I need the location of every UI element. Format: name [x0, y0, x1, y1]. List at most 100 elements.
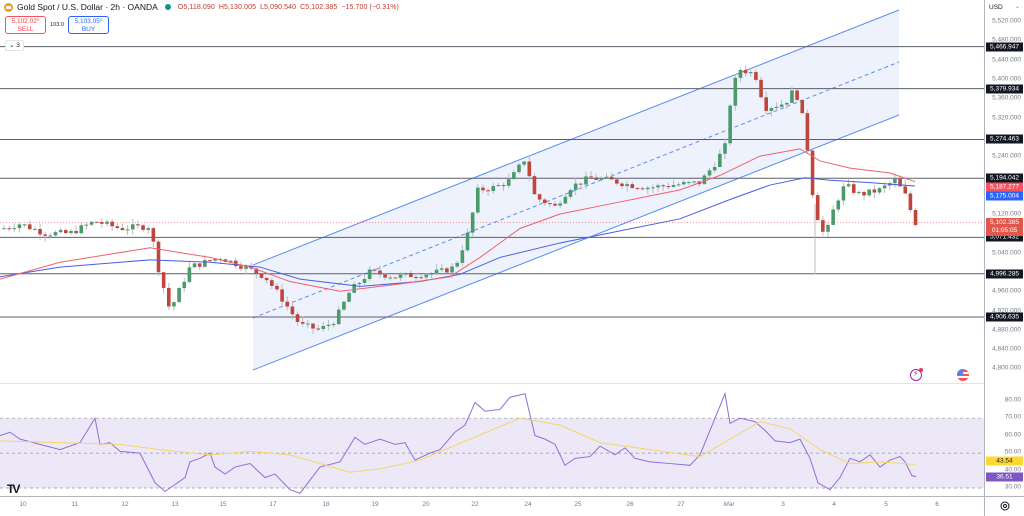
time-tick-label: 22 [471, 501, 479, 508]
bearish-candle [548, 203, 552, 205]
time-tick-label: 19 [371, 501, 379, 508]
bullish-candle [604, 176, 609, 179]
bearish-candle [373, 269, 377, 271]
bullish-candle [882, 185, 887, 189]
horizontal-level-tag: 4,906.635 [986, 312, 1023, 322]
bearish-candle [264, 277, 269, 281]
time-tick-label: 3 [781, 501, 785, 508]
rsi-tick-label: 30.00 [1004, 483, 1021, 491]
ma-slow-price-tag: 5,175.004 [986, 191, 1023, 201]
bar-countdown: 01:05:05 [991, 227, 1018, 235]
horizontal-level-tag: 5,466.947 [986, 42, 1023, 52]
bearish-candle [285, 301, 290, 307]
bullish-candle [718, 153, 722, 167]
sell-label: SELL [17, 26, 34, 33]
bullish-candle [398, 274, 403, 278]
ohlc-open: O5,118.090 [177, 3, 215, 11]
price-tick-label: 5,240.000 [992, 152, 1021, 160]
price-tick-label: 4,960.000 [992, 287, 1021, 295]
symbol-title[interactable]: Gold Spot / U.S. Dollar · 2h · OANDA [17, 2, 158, 12]
bullish-candle [599, 178, 604, 180]
rsi-tick-label: 80.00 [1004, 396, 1021, 404]
bearish-candle [553, 203, 557, 206]
bearish-candle [38, 228, 42, 235]
sell-button[interactable]: 5,102.02⁰ SELL [5, 16, 46, 34]
bearish-candle [913, 210, 918, 226]
rsi-chart-canvas[interactable] [0, 384, 984, 497]
bearish-candle [280, 289, 284, 302]
time-axis[interactable]: 10 11 12 13 15 17 18 19 20 22 24 25 26 27 Mar 3 4 5 6 [0, 496, 984, 516]
bullish-candle [563, 196, 568, 204]
bearish-candle [666, 186, 671, 188]
bearish-candle [208, 260, 212, 262]
rsi-tick-label: 60.00 [1004, 431, 1021, 439]
bearish-candle [481, 187, 485, 191]
bullish-candle [723, 143, 727, 154]
bearish-candle [27, 224, 32, 230]
bullish-candle [79, 225, 84, 234]
bearish-candle [615, 179, 619, 184]
bullish-candle [146, 228, 150, 230]
indicators-toggle-button[interactable]: ⌄ 3 [5, 40, 24, 51]
bearish-candle [764, 97, 768, 111]
ma-fast-line [0, 148, 916, 292]
bearish-candle [821, 220, 825, 232]
spread-value: 103.0 [50, 22, 64, 28]
bearish-candle [197, 263, 202, 267]
rsi-line [0, 391, 917, 494]
currency-selector[interactable]: USD [989, 4, 1003, 11]
bullish-candle [645, 187, 650, 190]
tradingview-logo-icon[interactable]: TV [7, 482, 20, 496]
price-axis[interactable]: USD ⌄ 5,520.000 5,480.000 5,440.000 5,400.0… [984, 0, 1024, 496]
lightning-alert-icon[interactable]: ⚡ [910, 368, 923, 381]
rsi-pane[interactable] [0, 383, 984, 497]
bearish-candle [594, 177, 599, 180]
us-flag-economic-events-icon[interactable] [957, 369, 969, 381]
bullish-candle [769, 108, 774, 111]
bullish-candle [228, 260, 233, 262]
bullish-candle [455, 262, 459, 267]
bearish-candle [620, 183, 624, 187]
ohlc-high: H5,130.005 [218, 3, 257, 11]
bullish-candle [84, 224, 89, 226]
symbol-legend: Gold Spot / U.S. Dollar · 2h · OANDA O5,… [4, 2, 399, 12]
buy-label: BUY [81, 26, 96, 33]
bullish-candle [841, 186, 846, 201]
bullish-candle [439, 268, 444, 270]
bullish-candle [130, 224, 135, 230]
price-chart-canvas[interactable] [0, 0, 984, 383]
bullish-candle [785, 102, 789, 105]
ma-slow-line [0, 177, 916, 287]
time-tick-label: Mar [723, 501, 735, 508]
buy-button[interactable]: 5,103.05⁰ BUY [68, 16, 109, 34]
bearish-candle [239, 266, 243, 269]
price-tick-label: 5,440.000 [992, 56, 1021, 64]
price-tick-label: 5,040.000 [992, 249, 1021, 257]
bearish-candle [300, 321, 305, 324]
bullish-candle [774, 106, 779, 109]
time-tick-label: 17 [269, 501, 277, 508]
horizontal-level-tag: 5,194.042 [986, 173, 1023, 183]
bullish-candle [326, 324, 331, 326]
bearish-candle [419, 277, 423, 279]
bullish-candle [172, 302, 176, 307]
bullish-candle [192, 263, 197, 268]
rsi-tick-label: 40.00 [1004, 466, 1021, 474]
bullish-candle [877, 188, 882, 193]
price-tick-label: 5,400.000 [992, 75, 1021, 83]
time-tick-label: 6 [935, 501, 939, 508]
chevron-down-icon[interactable]: ⌄ [1015, 4, 1021, 10]
time-tick-label: 10 [19, 501, 27, 508]
bullish-candle [496, 185, 501, 187]
time-tick-label: 20 [422, 501, 430, 508]
candlestick-series[interactable] [2, 65, 918, 335]
bullish-candle [53, 232, 58, 236]
bearish-candle [579, 183, 583, 185]
horizontal-level-tag: 5,379.934 [986, 84, 1023, 94]
bearish-candle [661, 185, 665, 187]
bearish-candle [903, 186, 908, 194]
price-tick-label: 4,840.000 [992, 345, 1021, 353]
main-chart-pane[interactable] [0, 0, 984, 383]
chart-settings-button[interactable] [984, 496, 1024, 516]
bearish-candle [743, 69, 748, 74]
